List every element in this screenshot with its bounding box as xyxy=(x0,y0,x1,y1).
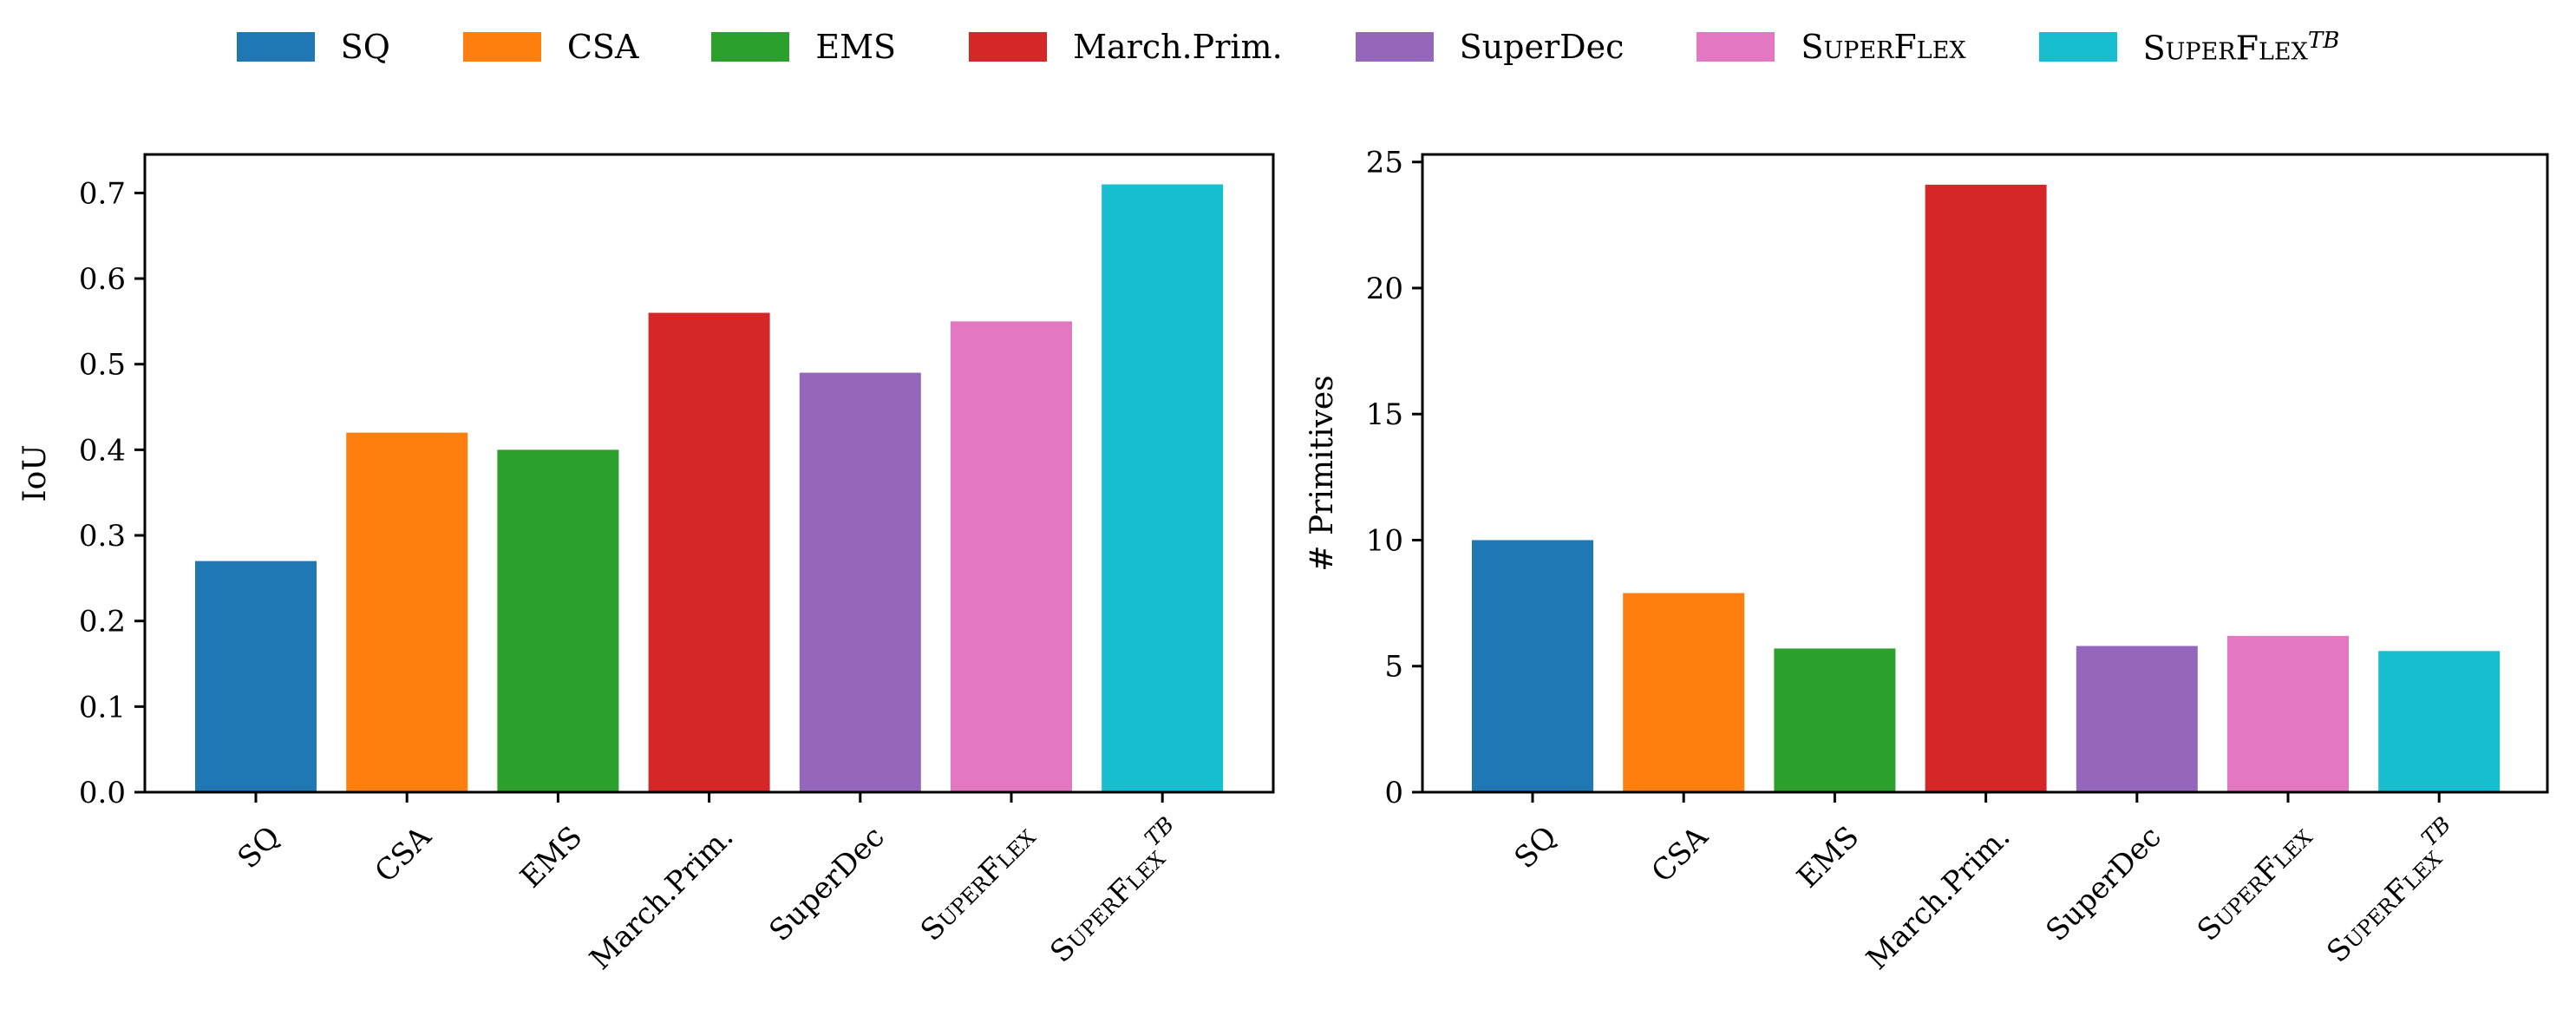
legend-item-sq: SQ xyxy=(236,28,390,66)
bar-ems xyxy=(1774,648,1896,792)
x-tick-label-csa: CSA xyxy=(369,819,439,889)
bar-superflex-tb xyxy=(2378,651,2501,792)
legend-label-sq: SQ xyxy=(340,28,390,66)
bar-sq xyxy=(1472,540,1593,792)
legend-swatch-ems xyxy=(711,32,790,62)
bar-march-prim xyxy=(648,312,770,792)
legend-item-csa: CSA xyxy=(462,28,639,66)
y-tick-label: 0.3 xyxy=(79,519,126,554)
x-tick-label-ems: EMS xyxy=(1790,820,1866,895)
y-tick-label: 0.7 xyxy=(79,176,126,211)
legend-swatch-superflex xyxy=(1697,32,1775,62)
bar-march-prim xyxy=(1925,184,2047,792)
legend-label-superdec: SuperDec xyxy=(1459,28,1625,66)
legend-swatch-superflex-tb xyxy=(2038,32,2117,62)
bar-sq xyxy=(195,561,317,792)
y-tick-label: 0.6 xyxy=(79,262,126,297)
y-tick-label: 10 xyxy=(1366,523,1403,558)
legend-label-superflex: SuperFlex xyxy=(1801,28,1966,66)
legend-label-ems: EMS xyxy=(815,28,897,66)
legend-item-ems: EMS xyxy=(711,30,896,63)
x-tick-label-csa: CSA xyxy=(1645,819,1716,889)
y-tick-label: 0.5 xyxy=(79,348,126,383)
y-tick-label: 5 xyxy=(1384,650,1403,685)
x-tick-label-superdec: SuperDec xyxy=(2039,820,2167,948)
legend: SQ CSA EMS March.Prim. SuperDec SuperFle… xyxy=(0,19,2576,75)
y-tick-label: 0 xyxy=(1384,776,1403,810)
bar-superflex xyxy=(2227,635,2349,792)
bar-superflex xyxy=(951,321,1072,792)
legend-swatch-superdec xyxy=(1355,32,1434,62)
x-tick-label-superflex: SuperFlex xyxy=(914,820,1043,948)
legend-item-march-prim: March.Prim. xyxy=(969,30,1283,63)
y-tick-label: 20 xyxy=(1366,272,1403,306)
legend-label-march-prim: March.Prim. xyxy=(1073,28,1283,66)
y-tick-label: 25 xyxy=(1366,146,1403,180)
bar-superdec xyxy=(799,372,921,792)
x-tick-label-superflex: SuperFlex xyxy=(2191,820,2319,948)
legend-swatch-csa xyxy=(462,32,541,62)
iou-chart: 0.0 0.1 0.2 0.3 0.4 0.5 0.6 0.7 SQ CSA EMSMarch.Pr… xyxy=(17,153,1275,977)
x-tick-label-march-prim: March.Prim. xyxy=(1860,820,2017,977)
x-tick-label-sq: SQ xyxy=(231,820,286,875)
legend-swatch-march-prim xyxy=(969,32,1048,62)
x-tick-label-superflex-tb: SuperFlexTB xyxy=(1036,812,1193,970)
x-tick-label-superdec: SuperDec xyxy=(762,820,891,948)
x-tick-label-ems: EMS xyxy=(513,820,589,895)
legend-item-superdec: SuperDec xyxy=(1355,28,1625,66)
legend-label-csa: CSA xyxy=(566,28,639,66)
y-tick-label: 0.0 xyxy=(79,776,126,810)
y-tick-label: 0.4 xyxy=(79,433,126,468)
y-tick-label: 0.2 xyxy=(79,605,126,639)
bar-csa xyxy=(1623,593,1745,792)
legend-item-superflex-tb: SuperFlexTB xyxy=(2038,27,2340,68)
x-tick-label-sq: SQ xyxy=(1507,820,1563,875)
y-axis-label: IoU xyxy=(17,444,53,502)
y-tick-label: 0.1 xyxy=(79,690,126,725)
y-tick-label: 15 xyxy=(1366,397,1403,432)
legend-label-superflex-tb: SuperFlexTB xyxy=(2142,27,2340,68)
x-tick-label-superflex-tb: SuperFlexTB xyxy=(2312,812,2470,970)
bar-superflex-tb xyxy=(1102,184,1224,792)
legend-item-superflex: SuperFlex xyxy=(1697,28,1966,66)
y-axis-label: # Primitives xyxy=(1304,375,1340,571)
bar-csa xyxy=(346,432,468,792)
x-tick-label-march-prim: March.Prim. xyxy=(583,820,740,977)
bar-superdec xyxy=(2076,646,2198,792)
legend-swatch-sq xyxy=(236,32,315,62)
bar-ems xyxy=(497,449,619,792)
